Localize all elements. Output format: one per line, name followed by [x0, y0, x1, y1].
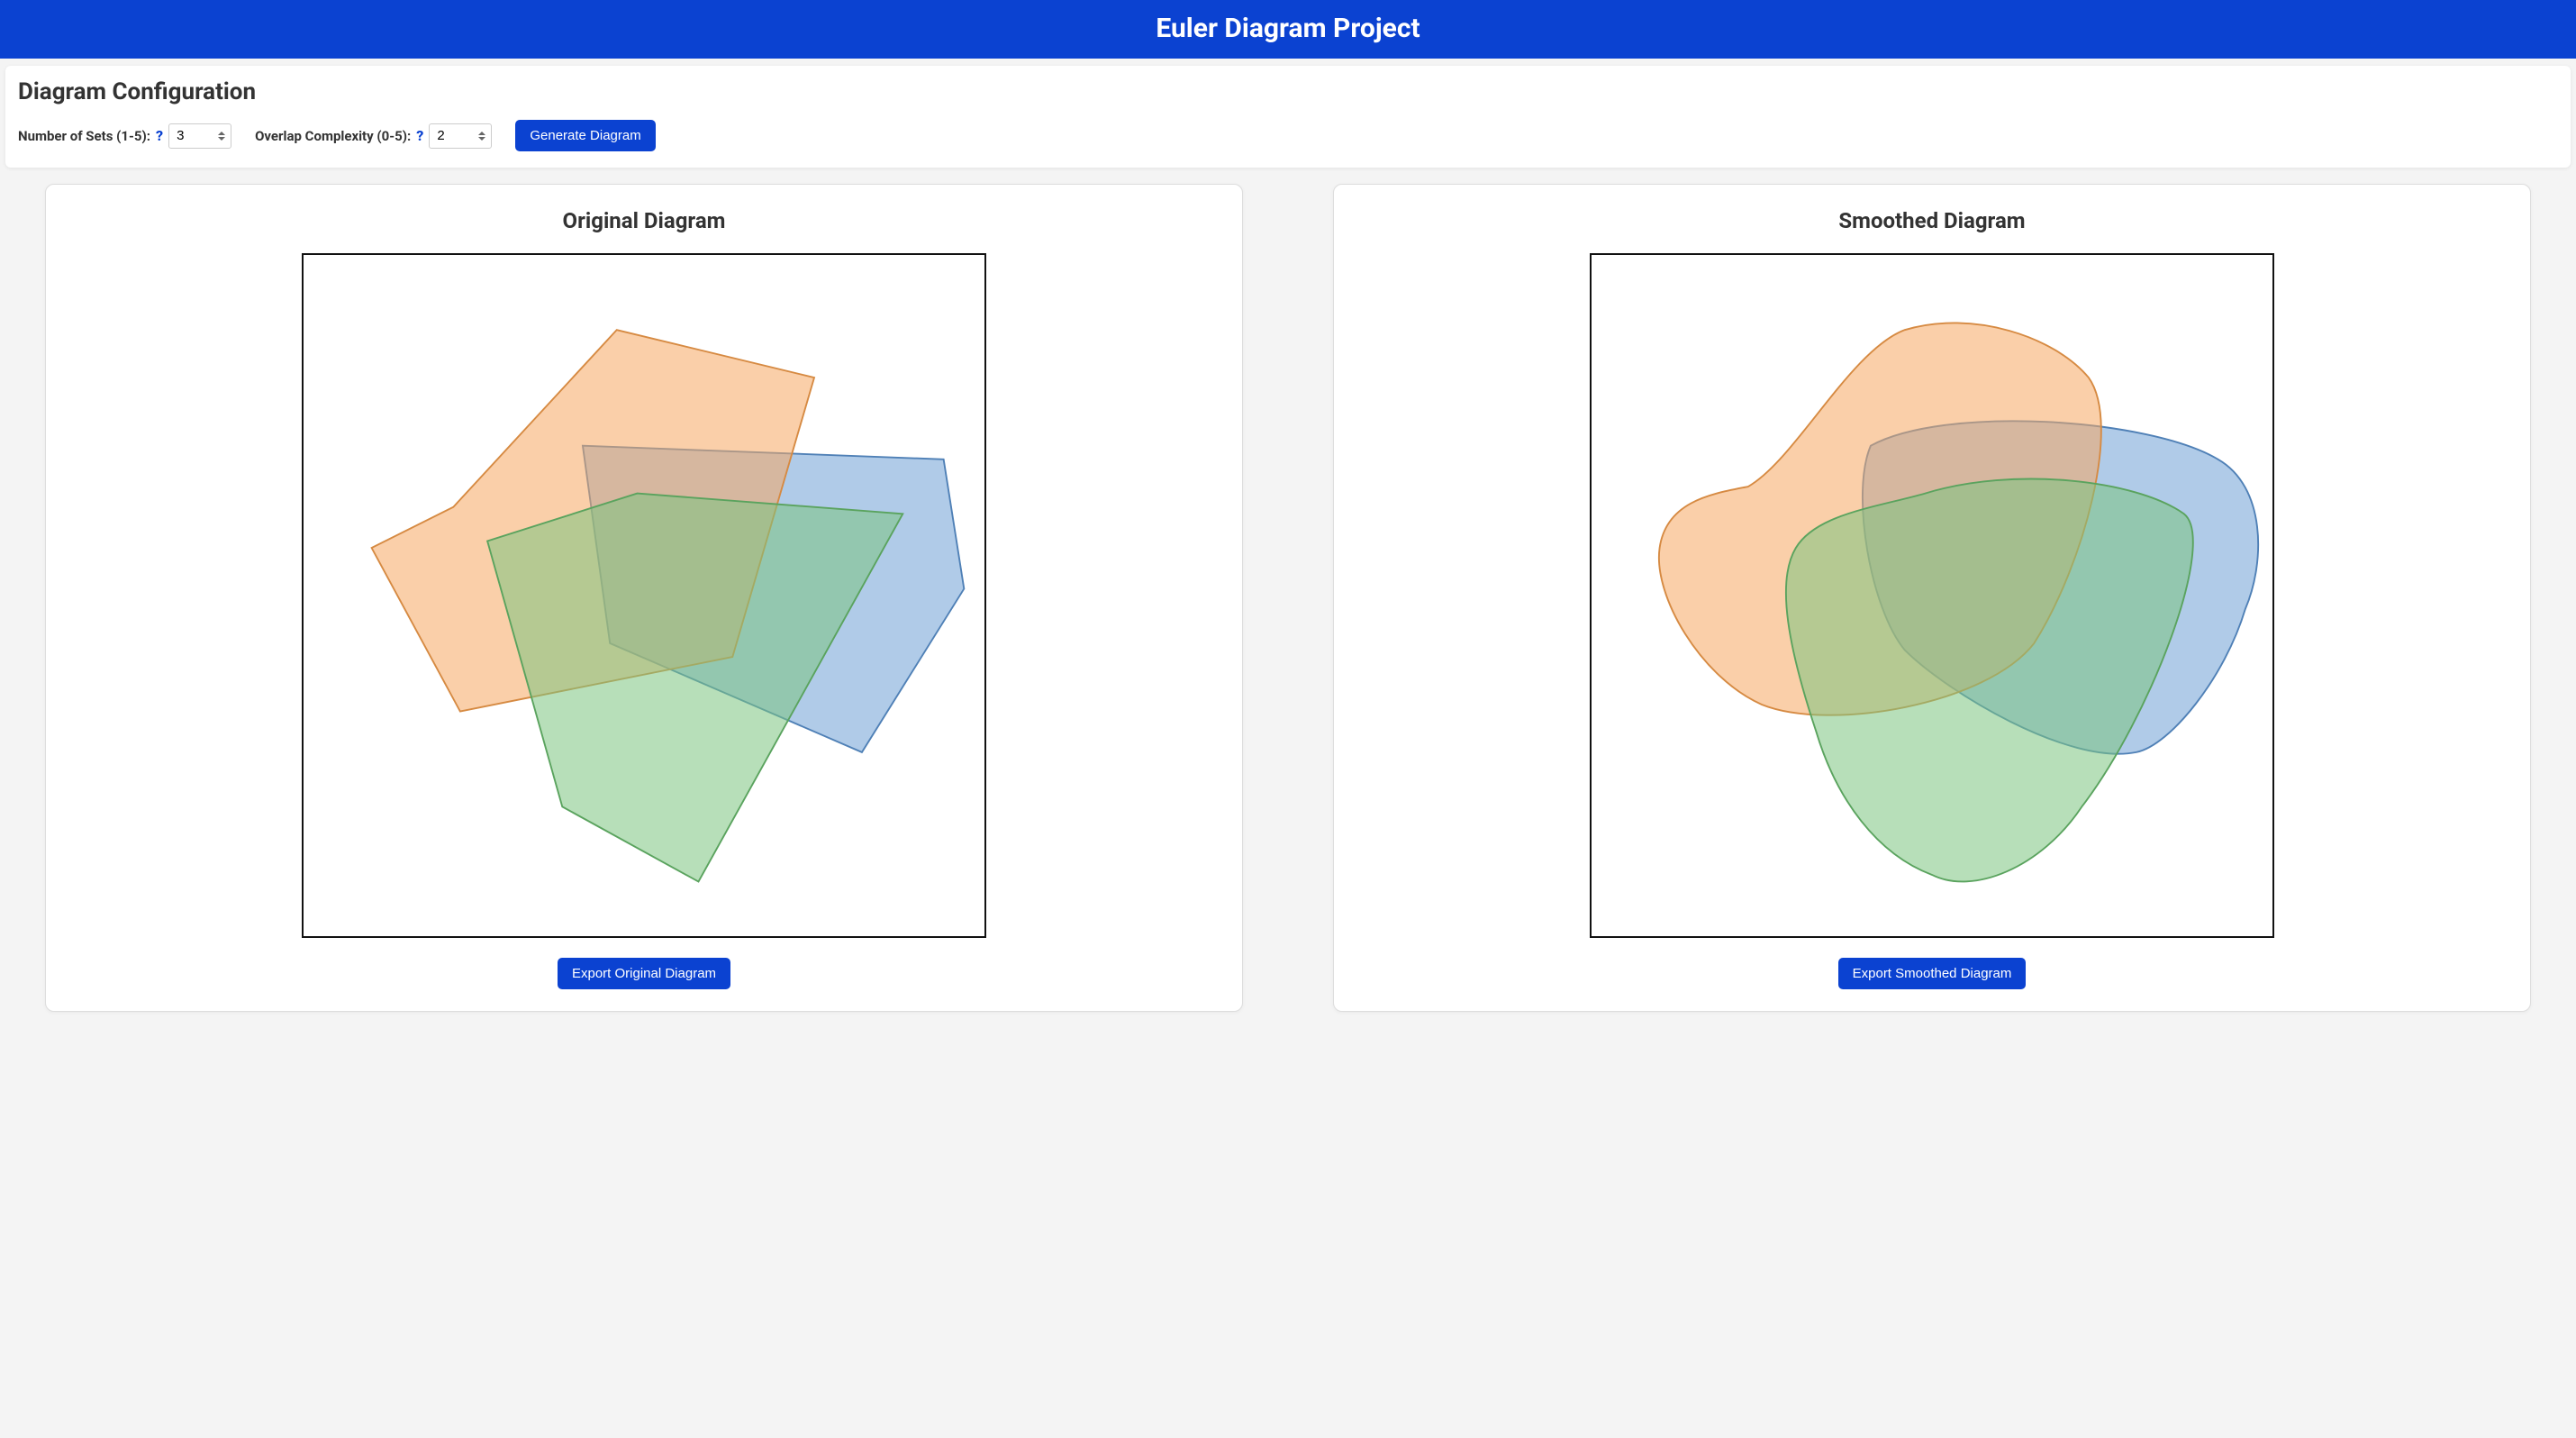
config-row: Number of Sets (1-5): ? Overlap Complexi…: [18, 120, 2558, 151]
smoothed-diagram: [1590, 253, 2274, 938]
app-header: Euler Diagram Project: [0, 0, 2576, 59]
sets-field: Number of Sets (1-5): ?: [18, 123, 231, 149]
generate-button[interactable]: Generate Diagram: [515, 120, 655, 151]
green-set-path: [1786, 479, 2193, 882]
help-icon[interactable]: ?: [416, 127, 423, 144]
overlap-input[interactable]: [429, 123, 492, 149]
help-icon[interactable]: ?: [156, 127, 163, 144]
export-original-button[interactable]: Export Original Diagram: [558, 958, 730, 989]
panels-row: Original Diagram Export Original Diagram…: [0, 184, 2576, 1048]
original-panel: Original Diagram Export Original Diagram: [45, 184, 1243, 1012]
original-panel-title: Original Diagram: [563, 208, 726, 233]
smoothed-panel: Smoothed Diagram Export Smoothed Diagram: [1333, 184, 2531, 1012]
export-smoothed-button[interactable]: Export Smoothed Diagram: [1838, 958, 2027, 989]
overlap-field: Overlap Complexity (0-5): ?: [255, 123, 492, 149]
overlap-label: Overlap Complexity (0-5):: [255, 128, 411, 144]
sets-label: Number of Sets (1-5):: [18, 128, 150, 144]
smoothed-panel-title: Smoothed Diagram: [1838, 208, 2025, 233]
config-card: Diagram Configuration Number of Sets (1-…: [5, 66, 2571, 168]
app-title: Euler Diagram Project: [1156, 13, 1420, 44]
config-title: Diagram Configuration: [18, 78, 2558, 105]
sets-input[interactable]: [168, 123, 231, 149]
original-diagram: [302, 253, 986, 938]
